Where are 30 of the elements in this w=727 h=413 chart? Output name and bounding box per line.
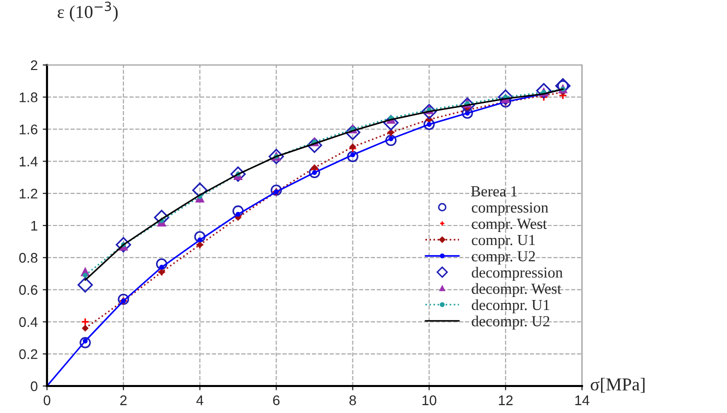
x-tick-label: 10 bbox=[422, 395, 436, 406]
x-tick-label: 4 bbox=[196, 396, 204, 406]
legend-label: decompr. U2 bbox=[472, 316, 550, 330]
legend-label: compression bbox=[472, 202, 548, 216]
x-tick-label: 0 bbox=[44, 395, 50, 406]
legend-label: decompression bbox=[472, 266, 563, 281]
y-tick-label: 1 bbox=[31, 220, 38, 231]
y-tick-label: 1.6 bbox=[20, 124, 38, 134]
legend-label: compr. U1 bbox=[472, 234, 535, 248]
x-axis-title: σ[MPa] bbox=[590, 378, 645, 393]
y-tick-label: 1.2 bbox=[20, 188, 38, 198]
y-tick-label: 0.6 bbox=[19, 285, 38, 295]
y-tick-label: 2 bbox=[30, 60, 38, 70]
legend-label: decompr. U1 bbox=[472, 299, 550, 314]
x-tick-label: 2 bbox=[120, 395, 127, 406]
x-tick-label: 8 bbox=[349, 395, 356, 406]
legend-label: decompr. West bbox=[472, 283, 562, 298]
legend-label: compr. West bbox=[472, 218, 547, 232]
x-tick-label: 12 bbox=[498, 395, 513, 406]
y-tick-label: 1.8 bbox=[20, 92, 38, 102]
y-tick-label: 0 bbox=[30, 381, 38, 392]
legend-label: compr. U2 bbox=[472, 251, 535, 265]
x-tick-label: 6 bbox=[273, 395, 280, 406]
y-axis-title: ε (10$^{−3}$) bbox=[58, 2, 118, 22]
y-tick-label: 0.4 bbox=[19, 317, 38, 327]
y-tick-label: 1.4 bbox=[20, 156, 38, 166]
y-tick-label: 0.8 bbox=[19, 252, 38, 263]
y-tick-label: 0.2 bbox=[19, 349, 38, 360]
x-tick-label: 14 bbox=[575, 396, 590, 406]
legend-title: Berea 1 bbox=[471, 186, 517, 196]
